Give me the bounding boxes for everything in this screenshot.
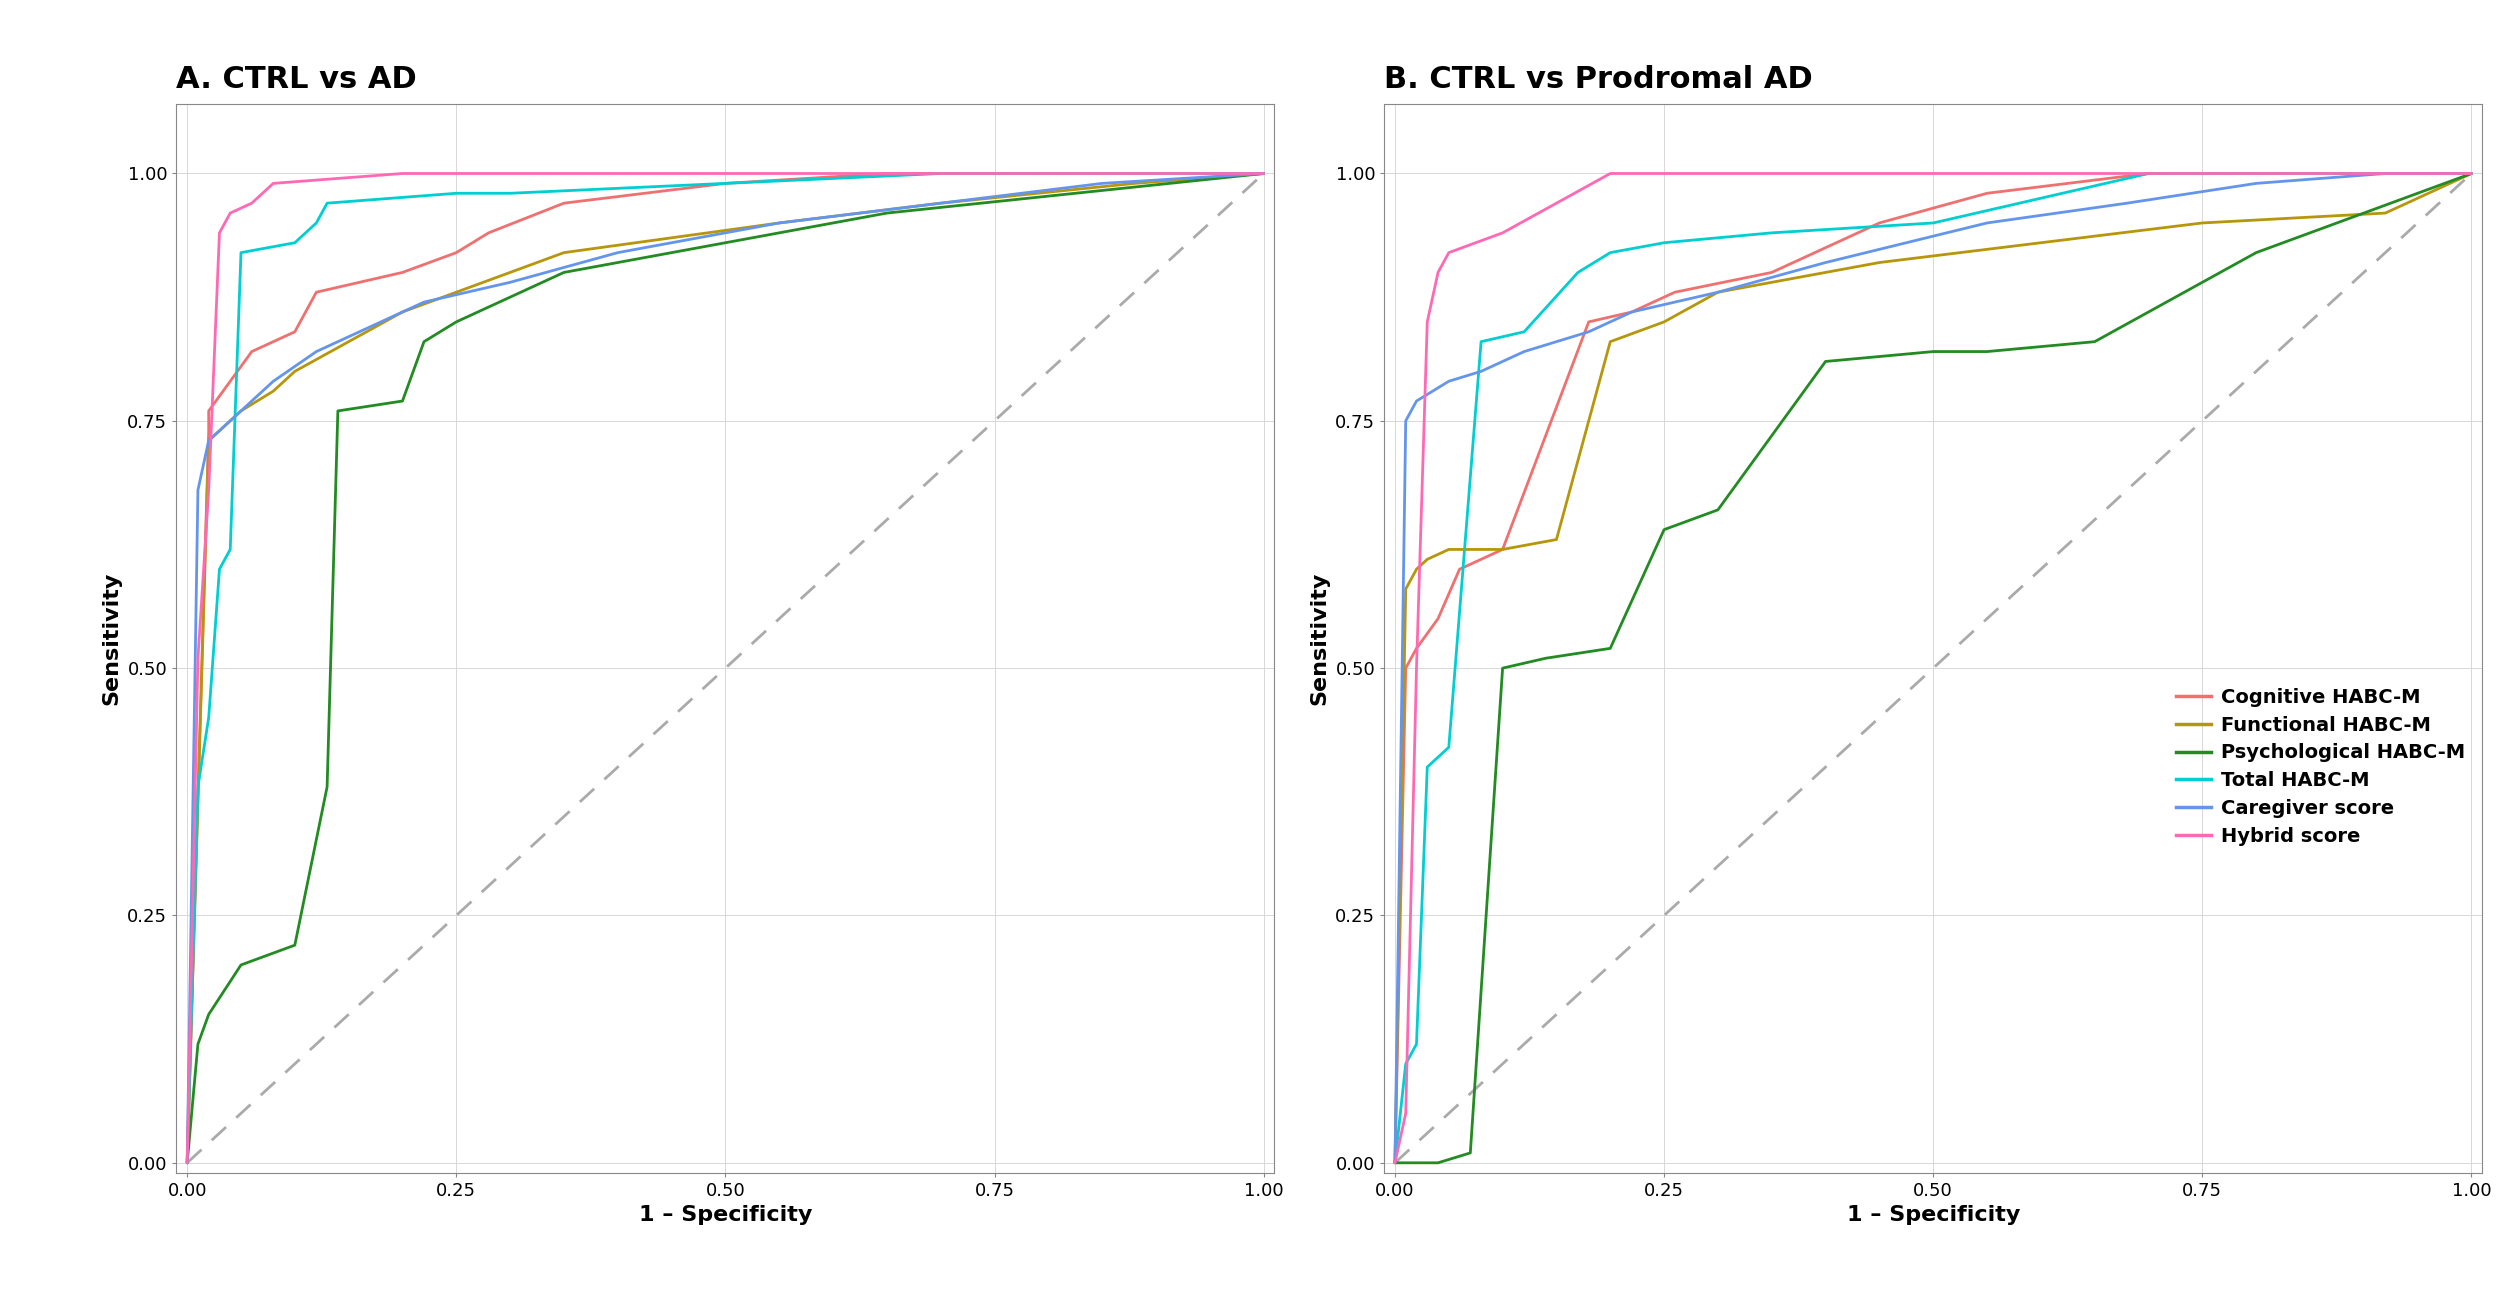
Y-axis label: Sensitivity: Sensitivity — [101, 572, 121, 705]
X-axis label: 1 – Specificity: 1 – Specificity — [638, 1205, 811, 1225]
Y-axis label: Sensitivity: Sensitivity — [1310, 572, 1331, 705]
Text: A. CTRL vs AD: A. CTRL vs AD — [176, 65, 418, 94]
Text: B. CTRL vs Prodromal AD: B. CTRL vs Prodromal AD — [1383, 65, 1812, 94]
X-axis label: 1 – Specificity: 1 – Specificity — [1847, 1205, 2021, 1225]
Legend: Cognitive HABC-M, Functional HABC-M, Psychological HABC-M, Total HABC-M, Caregiv: Cognitive HABC-M, Functional HABC-M, Psy… — [2167, 680, 2472, 853]
